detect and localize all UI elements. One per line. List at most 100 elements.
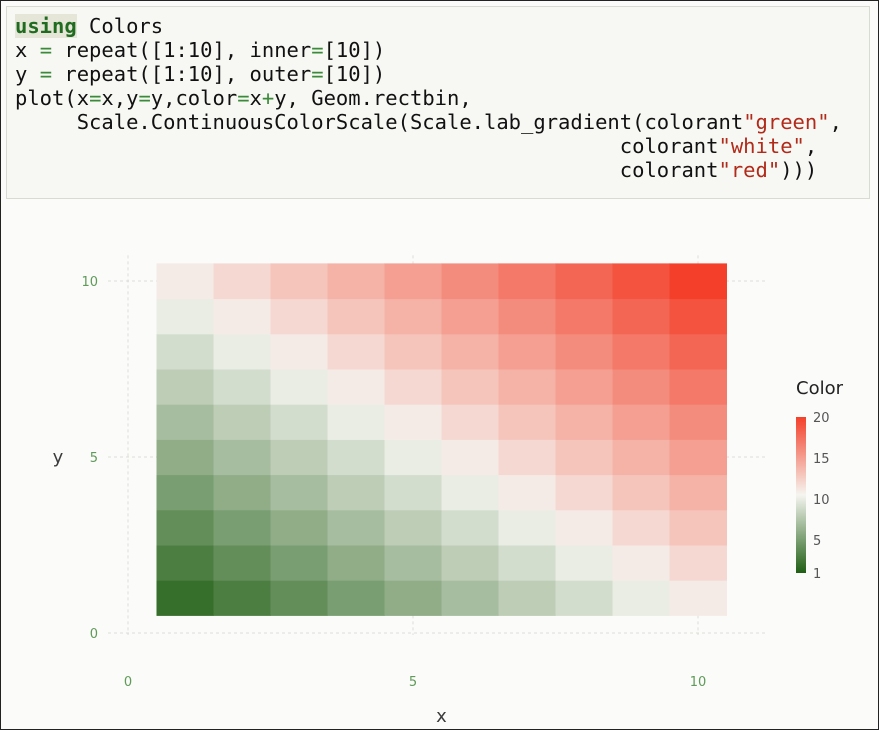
legend-tick-label: 1 xyxy=(813,567,821,582)
code-token: = xyxy=(237,86,250,110)
heatmap-cell xyxy=(498,263,556,300)
heatmap-cell xyxy=(555,545,613,581)
code-token: , xyxy=(829,110,842,134)
heatmap-cell xyxy=(213,263,271,300)
code-token: y xyxy=(15,62,40,86)
heatmap-cell xyxy=(555,369,613,405)
heatmap-cell xyxy=(612,439,670,476)
code-token: "green" xyxy=(743,110,830,134)
heatmap-cell xyxy=(213,439,271,476)
heatmap-cell xyxy=(498,298,556,335)
x-tick-label: 0 xyxy=(124,675,132,690)
heatmap-cell xyxy=(612,580,670,616)
code-token: x xyxy=(249,86,262,110)
heatmap-cell xyxy=(270,404,328,440)
code-token: = xyxy=(311,62,324,86)
legend-tick-label: 15 xyxy=(813,452,830,467)
code-token: colorant xyxy=(15,158,719,182)
heatmap-cell xyxy=(555,509,613,546)
heatmap-cell xyxy=(384,369,442,405)
code-token: "red" xyxy=(718,158,781,182)
heatmap-cell xyxy=(612,509,670,546)
heatmap-cell xyxy=(384,404,442,440)
heatmap-cell xyxy=(669,298,727,335)
heatmap-cell xyxy=(213,545,271,581)
heatmap-cell xyxy=(213,333,271,370)
x-tick-label: 10 xyxy=(690,675,707,690)
code-token: = xyxy=(39,38,53,62)
code-token: "white" xyxy=(718,134,805,158)
code-line: Scale.ContinuousColorScale(Scale.lab_gra… xyxy=(15,110,842,134)
heatmap-cell xyxy=(612,333,670,370)
heatmap-cell xyxy=(270,439,328,476)
code-token: Scale.ContinuousColorScale(Scale.lab_gra… xyxy=(15,110,744,134)
code-token: plot(x xyxy=(15,86,90,110)
heatmap-cell xyxy=(555,580,613,616)
code-token: ))) xyxy=(780,158,818,182)
legend-tick-label: 20 xyxy=(813,411,830,426)
heatmap-cell xyxy=(213,580,271,616)
code-token: repeat([1:10], inner xyxy=(52,38,312,62)
heatmap-cell xyxy=(384,333,442,370)
heatmap-cell xyxy=(669,580,727,616)
heatmap-cell xyxy=(156,439,214,476)
heatmap-cell xyxy=(327,404,385,440)
code-token: = xyxy=(39,62,53,86)
code-line: plot(x=x,y=y,color=x+y, Geom.rectbin, xyxy=(15,86,472,110)
heatmap-cell xyxy=(441,369,499,405)
y-tick-label: 5 xyxy=(90,451,98,466)
heatmap-cell xyxy=(612,369,670,405)
heatmap-cell xyxy=(441,474,499,511)
legend-tick-label: 5 xyxy=(813,534,821,549)
heatmap-cell xyxy=(669,263,727,300)
heatmap-cell xyxy=(270,580,328,616)
heatmap-cell xyxy=(213,474,271,511)
legend-tick-label: 10 xyxy=(813,493,830,508)
heatmap-cell xyxy=(270,263,328,300)
heatmap-cell xyxy=(384,263,442,300)
code-block: using Colors x = repeat([1:10], inner=[1… xyxy=(7,7,869,182)
heatmap-cell xyxy=(669,333,727,370)
heatmap-cell xyxy=(327,369,385,405)
code-token: colorant xyxy=(15,134,719,158)
heatmap-cell xyxy=(384,509,442,546)
code-token: Colors xyxy=(76,14,164,38)
legend-title: Color xyxy=(796,378,844,399)
heatmap-cell xyxy=(327,545,385,581)
heatmap-cell xyxy=(612,474,670,511)
heatmap-cell xyxy=(270,545,328,581)
y-axis-title: y xyxy=(53,447,64,468)
heatmap-cell xyxy=(270,369,328,405)
heatmap-cell xyxy=(156,263,214,300)
code-token: repeat([1:10], outer xyxy=(52,62,312,86)
heatmap-cell xyxy=(555,263,613,300)
heatmap-cell xyxy=(384,474,442,511)
code-line: using Colors xyxy=(15,14,163,38)
heatmap-cell xyxy=(156,545,214,581)
code-token: [10]) xyxy=(323,62,386,86)
heatmap-cell xyxy=(441,509,499,546)
heatmap-cell xyxy=(498,333,556,370)
heatmap-cell xyxy=(498,580,556,616)
code-cell[interactable]: using Colors x = repeat([1:10], inner=[1… xyxy=(6,6,870,199)
heatmap-cell xyxy=(612,298,670,335)
heatmap-cell xyxy=(156,333,214,370)
heatmap-cell xyxy=(498,404,556,440)
heatmap-cell xyxy=(669,404,727,440)
heatmap-cell xyxy=(213,369,271,405)
code-token: [10]) xyxy=(323,38,386,62)
heatmap-cell xyxy=(555,404,613,440)
heatmap-cell xyxy=(156,474,214,511)
heatmap-cell xyxy=(270,509,328,546)
code-token: using xyxy=(15,14,77,38)
heatmap-cell xyxy=(156,404,214,440)
x-tick-label: 5 xyxy=(409,675,417,690)
heatmap-cell xyxy=(327,439,385,476)
code-token: = xyxy=(89,86,102,110)
heatmap-cell xyxy=(441,263,499,300)
code-token: x xyxy=(15,38,40,62)
heatmap-cell xyxy=(213,404,271,440)
heatmap-cell xyxy=(555,439,613,476)
